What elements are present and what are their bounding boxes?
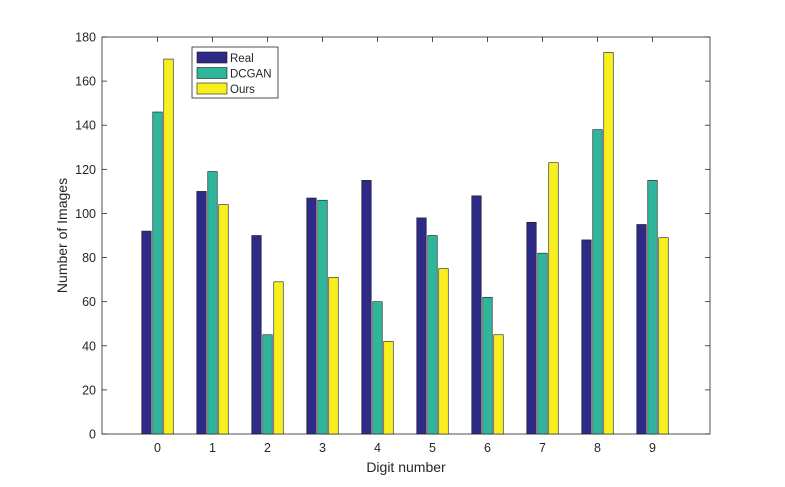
bar-dcgan-4 (372, 301, 383, 435)
y-axis-label: Number of Images (54, 178, 70, 293)
bar-ours-0 (163, 58, 174, 435)
bar-dcgan-7 (537, 252, 548, 435)
bar-dcgan-6 (482, 296, 493, 435)
bar-dcgan-5 (427, 235, 438, 435)
bar-real-4 (361, 180, 372, 435)
legend-swatch-dcgan (196, 67, 228, 79)
legend: Real DCGAN Ours (191, 46, 279, 99)
bars (141, 52, 669, 435)
x-tick-label: 6 (484, 441, 491, 455)
bar-real-5 (416, 217, 427, 435)
x-tick-label: 7 (539, 441, 546, 455)
bar-dcgan-0 (152, 111, 163, 435)
bar-dcgan-3 (317, 199, 328, 435)
y-tick-label: 160 (75, 75, 96, 89)
legend-swatch-ours (196, 82, 228, 95)
x-axis-label: Digit number (366, 459, 446, 475)
legend-swatch-real (196, 51, 228, 64)
x-tick-label: 3 (319, 441, 326, 455)
bar-real-3 (306, 197, 317, 435)
bar-real-0 (141, 230, 152, 435)
bar-ours-2 (273, 281, 284, 435)
x-tick-label: 9 (649, 441, 656, 455)
y-tick-label: 60 (82, 295, 96, 309)
bar-ours-7 (548, 162, 559, 435)
bar-dcgan-9 (647, 180, 658, 435)
bar-ours-1 (218, 204, 229, 435)
bar-ours-6 (493, 334, 504, 435)
bar-dcgan-8 (592, 129, 603, 435)
bar-dcgan-2 (262, 334, 273, 435)
x-tick-label: 1 (209, 441, 216, 455)
y-tick-label: 80 (82, 251, 96, 265)
y-tick-label: 100 (75, 207, 96, 221)
x-tick-label: 2 (264, 441, 271, 455)
bar-dcgan-1 (207, 171, 218, 435)
x-tick-label: 8 (594, 441, 601, 455)
bar-ours-4 (383, 341, 394, 435)
bar-ours-8 (603, 52, 614, 435)
y-tick-label: 180 (75, 31, 96, 45)
bar-ours-9 (658, 237, 669, 435)
y-tick-label: 140 (75, 119, 96, 133)
legend-label-ours: Ours (230, 84, 255, 96)
x-tick-label: 4 (374, 441, 381, 455)
legend-label-dcgan: DCGAN (230, 69, 272, 81)
y-axis: 0 20 40 60 80 100 120 140 160 180 (75, 31, 710, 442)
legend-label-real: Real (230, 53, 254, 65)
y-tick-label: 0 (89, 428, 96, 442)
bar-real-6 (471, 195, 482, 435)
y-tick-label: 120 (75, 163, 96, 177)
y-tick-label: 40 (82, 339, 96, 353)
bar-ours-5 (438, 268, 449, 435)
bar-ours-3 (328, 277, 339, 435)
bar-real-7 (526, 221, 537, 435)
bar-real-9 (636, 224, 647, 435)
x-tick-label: 0 (154, 441, 161, 455)
bar-real-1 (196, 191, 207, 435)
bar-real-8 (581, 239, 592, 435)
bar-real-2 (251, 235, 262, 435)
x-tick-label: 5 (429, 441, 436, 455)
y-tick-label: 20 (82, 383, 96, 397)
